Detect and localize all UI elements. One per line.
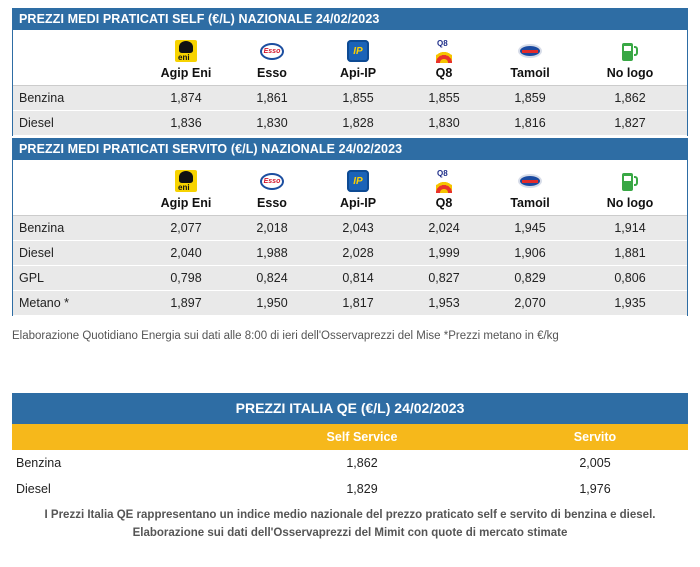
brand-agip-eni: eni Agip Eni xyxy=(143,160,229,215)
price-cell: 0,814 xyxy=(342,271,374,285)
esso-logo-icon: Esso xyxy=(260,172,284,190)
table-row: GPL 0,798 0,824 0,814 0,827 0,829 0,806 xyxy=(13,266,687,291)
table-row: Diesel 1,836 1,830 1,828 1,830 1,816 1,8… xyxy=(13,111,687,136)
price-cell: 2,077 xyxy=(170,221,202,235)
brand-agip-eni: eni Agip Eni xyxy=(143,30,229,85)
row-label: Metano * xyxy=(19,296,70,310)
price-cell: 2,024 xyxy=(428,221,460,235)
price-cell: 1,827 xyxy=(614,116,646,130)
self-table-title: PREZZI MEDI PRATICATI SELF (€/L) NAZIONA… xyxy=(13,8,687,30)
price-cell: 1,945 xyxy=(514,221,546,235)
api-ip-logo-icon: IP xyxy=(347,40,369,62)
brand-tamoil: Tamoil xyxy=(487,160,573,215)
price-cell: 0,829 xyxy=(514,271,546,285)
row-label: Diesel xyxy=(19,246,54,260)
row-label: Benzina xyxy=(16,456,62,470)
row-label: Benzina xyxy=(19,91,65,105)
qe-table-title: PREZZI ITALIA QE (€/L) 24/02/2023 xyxy=(12,393,688,424)
table-row: Benzina 1,874 1,861 1,855 1,855 1,859 1,… xyxy=(13,86,687,111)
price-cell: 1,830 xyxy=(428,116,460,130)
qe-footnote-line-1: I Prezzi Italia QE rappresentano un indi… xyxy=(44,509,656,521)
price-cell: 0,824 xyxy=(256,271,288,285)
price-cell: 2,005 xyxy=(579,456,611,470)
table-row: Diesel 1,829 1,976 xyxy=(12,476,688,502)
price-cell: 1,874 xyxy=(170,91,202,105)
price-cell: 1,897 xyxy=(170,296,202,310)
row-label: Benzina xyxy=(19,221,65,235)
brand-esso: Esso Esso xyxy=(229,30,315,85)
price-cell: 1,859 xyxy=(514,91,546,105)
qe-footnote: I Prezzi Italia QE rappresentano un indi… xyxy=(12,506,688,542)
price-cell: 1,817 xyxy=(342,296,374,310)
q8-logo-icon: Q8 xyxy=(433,169,455,193)
price-cell: 2,018 xyxy=(256,221,288,235)
row-label: Diesel xyxy=(19,116,54,130)
price-cell: 2,043 xyxy=(342,221,374,235)
price-cell: 0,806 xyxy=(614,271,646,285)
eni-logo-icon: eni xyxy=(175,170,197,192)
qe-column-header: Self Service Servito xyxy=(12,424,688,450)
api-ip-logo-icon: IP xyxy=(347,170,369,192)
brand-q8: Q8 Q8 xyxy=(401,160,487,215)
fuel-pump-icon xyxy=(622,41,638,61)
brand-tamoil: Tamoil xyxy=(487,30,573,85)
price-cell: 1,906 xyxy=(514,246,546,260)
price-cell: 1,881 xyxy=(614,246,646,260)
price-cell: 1,862 xyxy=(346,456,378,470)
brand-api-ip: IP Api-IP xyxy=(315,160,401,215)
column-servito: Servito xyxy=(573,430,617,444)
source-note: Elaborazione Quotidiano Energia sui dati… xyxy=(12,330,559,342)
brand-q8: Q8 Q8 xyxy=(401,30,487,85)
price-cell: 0,798 xyxy=(170,271,202,285)
brand-api-ip: IP Api-IP xyxy=(315,30,401,85)
price-cell: 1,976 xyxy=(579,482,611,496)
q8-logo-icon: Q8 xyxy=(433,39,455,63)
brand-esso: Esso Esso xyxy=(229,160,315,215)
table-row: Benzina 1,862 2,005 xyxy=(12,450,688,476)
price-cell: 1,953 xyxy=(428,296,460,310)
price-cell: 1,830 xyxy=(256,116,288,130)
table-row: Diesel 2,040 1,988 2,028 1,999 1,906 1,8… xyxy=(13,241,687,266)
price-cell: 2,070 xyxy=(514,296,546,310)
eni-logo-icon: eni xyxy=(175,40,197,62)
table-row: Metano * 1,897 1,950 1,817 1,953 2,070 1… xyxy=(13,291,687,316)
price-cell: 1,861 xyxy=(256,91,288,105)
price-cell: 2,040 xyxy=(170,246,202,260)
price-cell: 0,827 xyxy=(428,271,460,285)
tamoil-logo-icon xyxy=(518,44,542,58)
esso-logo-icon: Esso xyxy=(260,42,284,60)
qe-price-table: PREZZI ITALIA QE (€/L) 24/02/2023 Self S… xyxy=(12,393,688,542)
price-cell: 1,828 xyxy=(342,116,374,130)
price-cell: 2,028 xyxy=(342,246,374,260)
brand-header-row: eni Agip Eni Esso Esso IP Api-IP Q8 Q8 T… xyxy=(13,30,687,86)
servito-table-title: PREZZI MEDI PRATICATI SERVITO (€/L) NAZI… xyxy=(13,138,687,160)
price-cell: 1,999 xyxy=(428,246,460,260)
price-cell: 1,855 xyxy=(428,91,460,105)
column-self-service: Self Service xyxy=(326,430,398,444)
price-cell: 1,988 xyxy=(256,246,288,260)
price-cell: 1,914 xyxy=(614,221,646,235)
price-cell: 1,935 xyxy=(614,296,646,310)
price-cell: 1,816 xyxy=(514,116,546,130)
price-cell: 1,950 xyxy=(256,296,288,310)
qe-footnote-line-2: Elaborazione sui dati dell'Osservaprezzi… xyxy=(132,527,568,539)
self-price-table: PREZZI MEDI PRATICATI SELF (€/L) NAZIONA… xyxy=(12,8,688,136)
table-row: Benzina 2,077 2,018 2,043 2,024 1,945 1,… xyxy=(13,216,687,241)
price-cell: 1,829 xyxy=(346,482,378,496)
tamoil-logo-icon xyxy=(518,174,542,188)
brand-no-logo: No logo xyxy=(573,30,687,85)
price-cell: 1,836 xyxy=(170,116,202,130)
price-cell: 1,855 xyxy=(342,91,374,105)
fuel-pump-icon xyxy=(622,171,638,191)
row-label: Diesel xyxy=(16,482,51,496)
brand-header-row: eni Agip Eni Esso Esso IP Api-IP Q8 Q8 T… xyxy=(13,160,687,216)
price-cell: 1,862 xyxy=(614,91,646,105)
row-label: GPL xyxy=(19,271,45,285)
brand-no-logo: No logo xyxy=(573,160,687,215)
servito-price-table: PREZZI MEDI PRATICATI SERVITO (€/L) NAZI… xyxy=(12,138,688,316)
